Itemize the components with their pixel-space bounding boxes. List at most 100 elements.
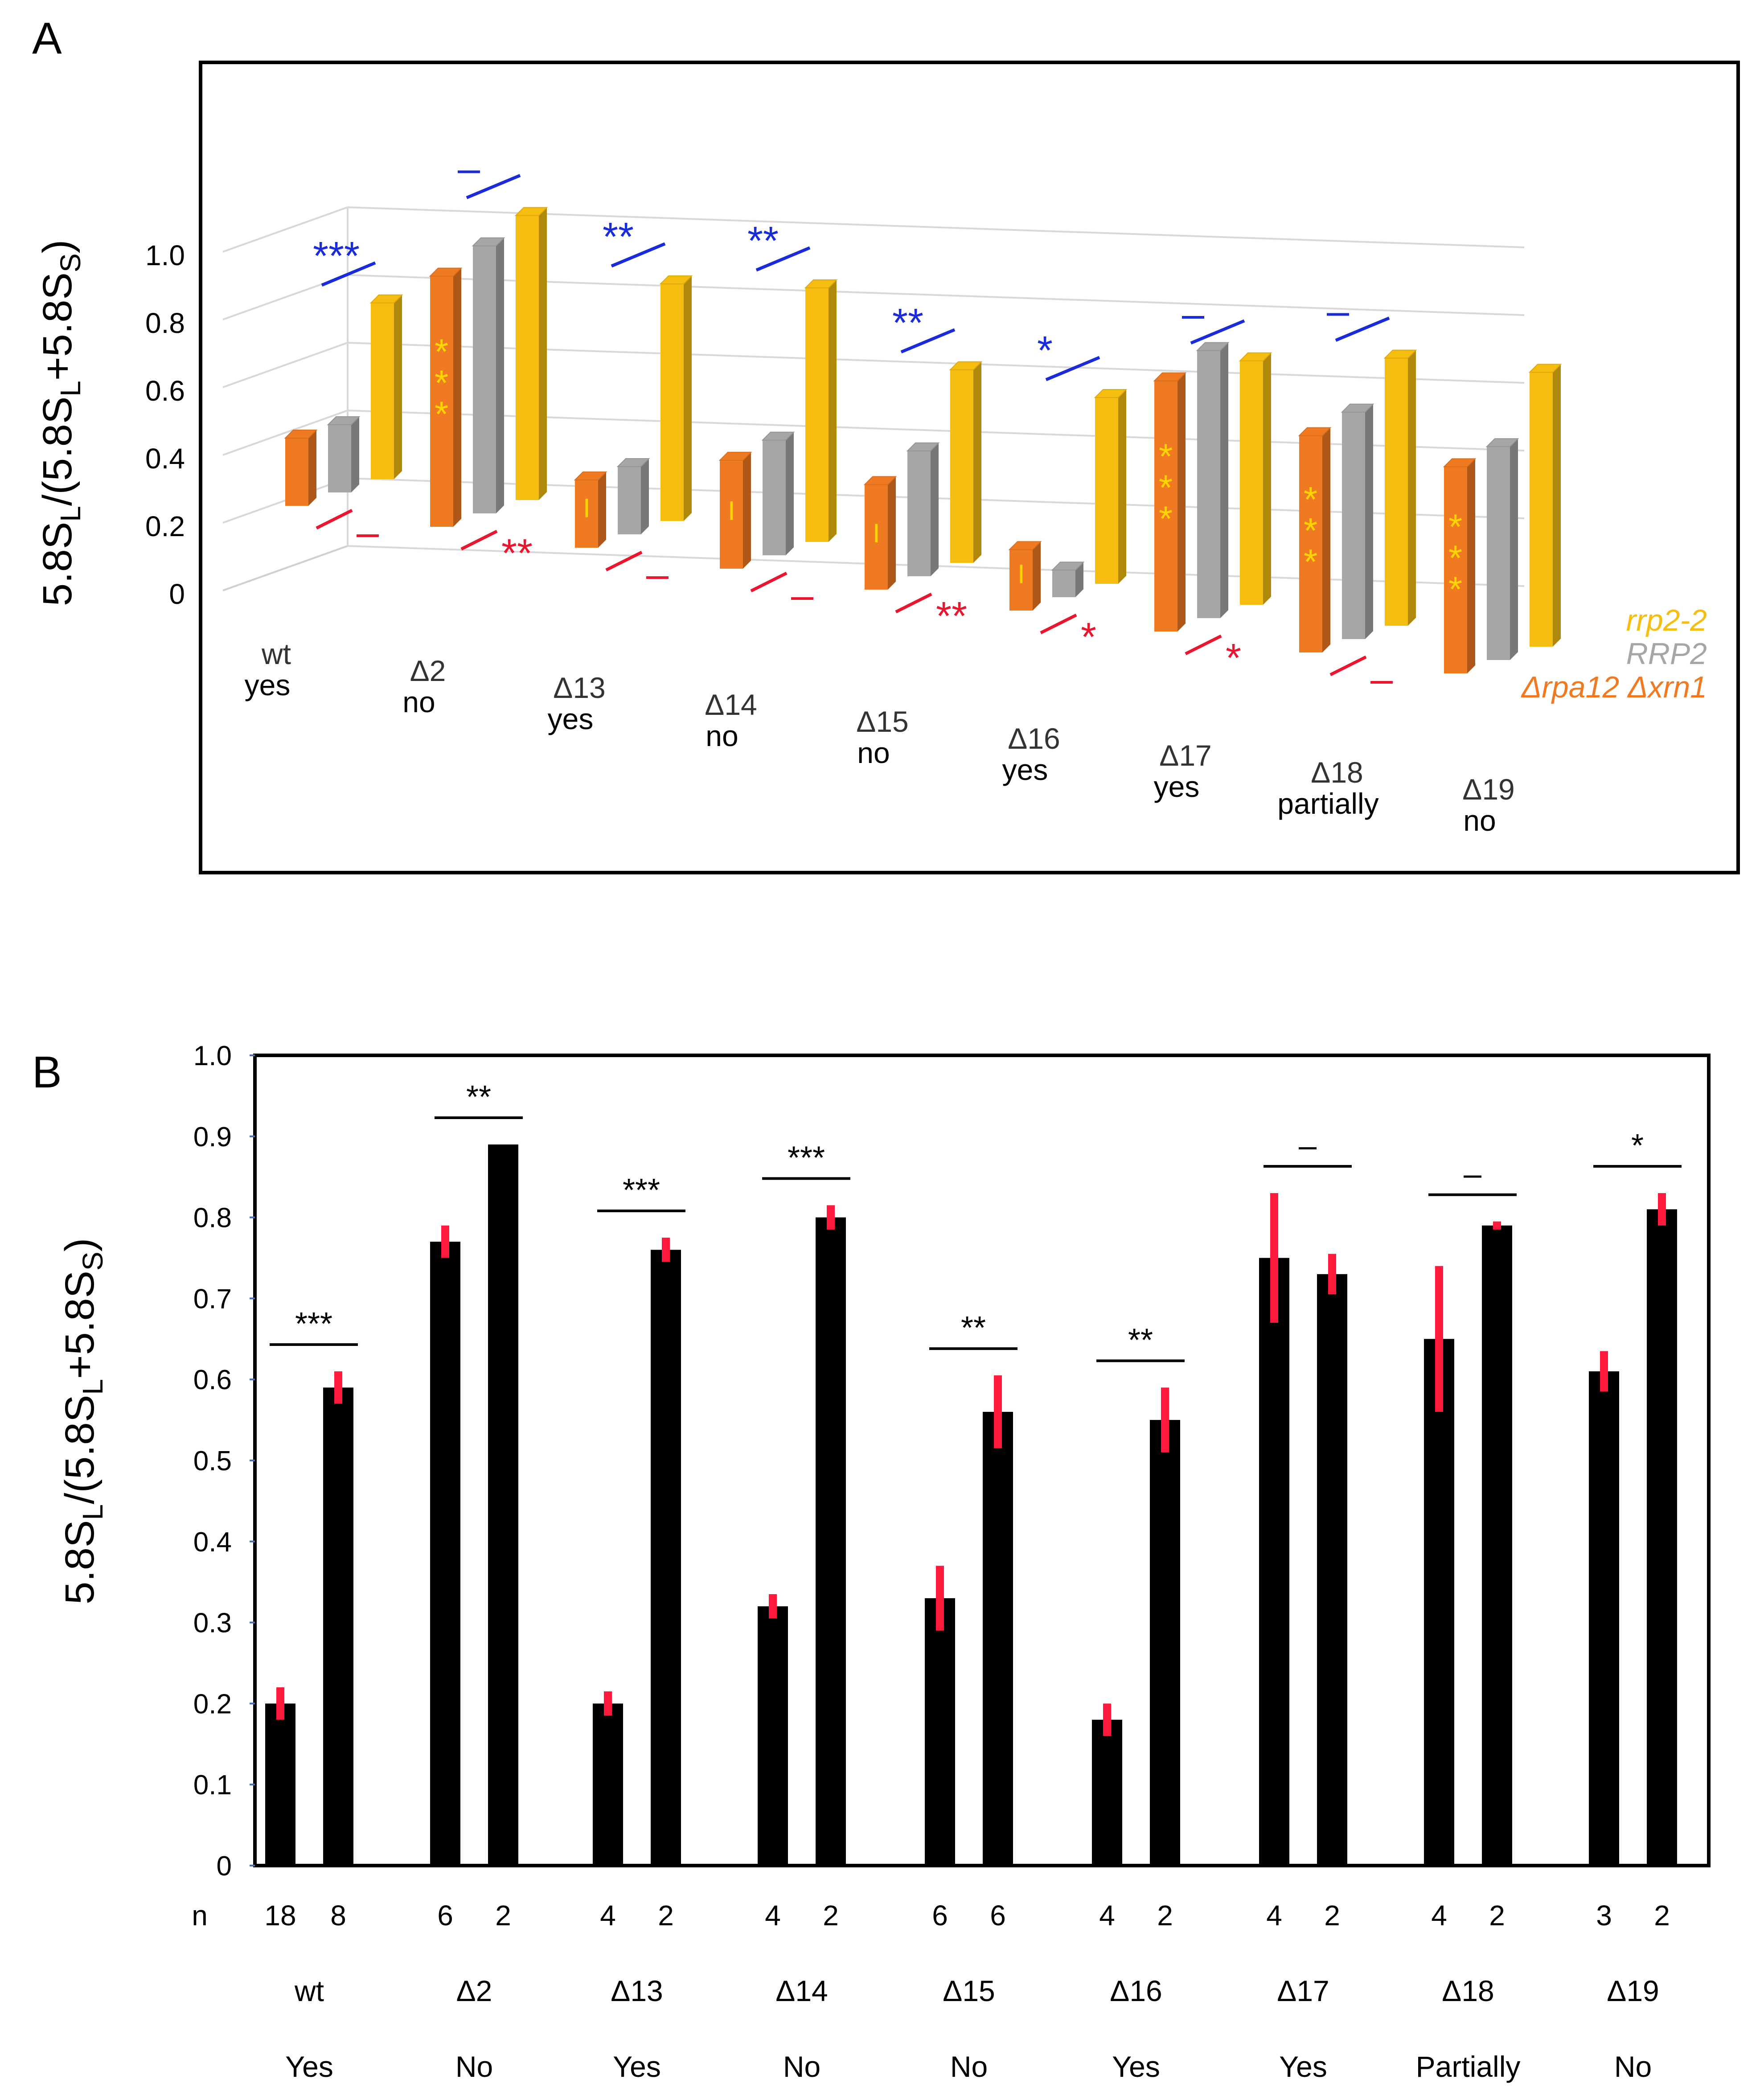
panel-a-bar-side (684, 276, 692, 521)
panel-b-sig-label: *** (295, 1306, 332, 1342)
panel-a-sig-blue: ** (892, 301, 923, 345)
panel-b-bar (925, 1598, 955, 1866)
panel-b-n-value: 2 (1654, 1899, 1670, 1932)
panel-b-error-bar (1328, 1254, 1336, 1295)
panel-a-bar-side (888, 476, 896, 590)
panel-b-error-bar (662, 1238, 670, 1262)
panel-a-sig-line-red (1040, 613, 1077, 635)
panel-a-bar-side (351, 417, 359, 492)
panel-b-sublabel: Partially (1416, 2050, 1521, 2083)
panel-a-mark-yellow: * (1448, 507, 1462, 547)
panel-a-sig-red: – (646, 552, 669, 597)
panel-a-bar-top (1008, 541, 1042, 550)
panel-a-category-label: wt (261, 637, 291, 670)
panel-a-bar-front (763, 440, 786, 555)
panel-b-n-value: 4 (1099, 1899, 1115, 1932)
panel-b-n-value: 4 (600, 1899, 616, 1932)
panel-a-bar-front (1487, 447, 1510, 660)
panel-b-n-value: 2 (495, 1899, 511, 1932)
panel-a-bar-side (1118, 390, 1126, 584)
panel-a-sig-red: ** (501, 531, 533, 576)
panel-a-sig-blue: *** (313, 234, 360, 279)
panel-b-n-value: 6 (990, 1899, 1006, 1932)
panel-b-bar (758, 1606, 788, 1866)
panel-a-bar-top (284, 430, 318, 439)
panel-a-mark-yellow: * (1304, 480, 1317, 519)
panel-a-category-label: Δ2 (410, 654, 446, 687)
panel-a-bar-front (1052, 570, 1075, 597)
panel-a-sig-line-red (1185, 634, 1222, 656)
panel-a-bar-side (829, 280, 837, 542)
panel-b-n-value: 18 (264, 1899, 296, 1932)
panel-a-mark-yellow: I (583, 493, 591, 523)
panel-a-bar-top (1239, 352, 1272, 361)
panel-b-sublabel: No (455, 2050, 493, 2083)
panel-b-error-bar (936, 1566, 944, 1631)
panel-b-n-value: 2 (1489, 1899, 1505, 1932)
panel-a-sublabel: no (857, 736, 890, 769)
panel-b-sublabel: No (950, 2050, 988, 2083)
panel-a-sig-line-blue (466, 174, 521, 199)
panel-b-sig-label: – (1299, 1128, 1317, 1164)
panel-a-bar-side (1510, 439, 1518, 660)
panel-b-error-bar (604, 1691, 612, 1716)
panel-a-gridline-side (222, 342, 348, 388)
panel-b-sublabel: Yes (1279, 2050, 1327, 2083)
panel-a-bar-top (718, 451, 752, 461)
panel-a-bar-front (1299, 435, 1322, 652)
panel-a-bar-top (574, 472, 607, 480)
panel-a-bar-front (328, 425, 351, 492)
panel-a-ytick-label: 0.8 (145, 307, 185, 339)
panel-a-mark-yellow: I (728, 496, 735, 526)
panel-b-sig-label: *** (623, 1173, 660, 1208)
panel-a-ylabel: 5.8SL/(5.8SL+5.8SS) (35, 240, 86, 606)
panel-b-n-value: 8 (330, 1899, 346, 1932)
panel-a-sig-line-red (895, 592, 932, 614)
panel-a-bar-side (496, 238, 504, 513)
panel-b-error-bar (827, 1205, 835, 1230)
panel-a-floor-edge (222, 545, 348, 591)
panel-a-bar-side (1467, 459, 1475, 673)
panel-a-bar-front (1095, 398, 1118, 584)
panel-b-category-label: Δ16 (1110, 1974, 1162, 2007)
panel-a-mark-yellow: * (1159, 499, 1173, 538)
panel-b-bar (1150, 1420, 1180, 1866)
panel-a-sig-blue: – (1327, 289, 1350, 334)
panel-a-bar-side (1033, 541, 1041, 611)
panel-a-bar-top (429, 267, 463, 277)
panel-a-bar-side (1365, 404, 1373, 639)
panel-b-n-value: 3 (1596, 1899, 1612, 1932)
panel-b-ytick-label: 0.7 (193, 1284, 232, 1314)
panel-b-category-label: Δ14 (775, 1974, 828, 2007)
panel-a-bar-side (453, 268, 461, 527)
panel-a-bar-side (1177, 373, 1186, 632)
panel-a-sig-blue: * (1037, 328, 1053, 373)
panel-a-bar-front (1444, 467, 1467, 673)
panel-b-sig-label: *** (788, 1140, 825, 1176)
panel-a-bar-top (863, 476, 897, 485)
panel-a-sublabel: yes (245, 669, 291, 701)
panel-a-bar-front (865, 484, 888, 590)
panel-b-n-value: 2 (658, 1899, 674, 1932)
panel-a-bar-front (1342, 412, 1365, 639)
panel-b-ytick-label: 0.1 (193, 1770, 232, 1801)
panel-a-sublabel: partially (1277, 787, 1378, 820)
panel-b-bar (593, 1703, 623, 1866)
panel-a-bar-top (1383, 349, 1417, 359)
panel-a-mark-yellow: I (873, 518, 880, 548)
panel-b-ylabel: 5.8SL/(5.8SL+5.8SS) (57, 1238, 109, 1604)
panel-b-category-label: Δ18 (1442, 1974, 1494, 2007)
panel-a-sublabel: no (402, 685, 435, 718)
panel-a-sig-blue: – (458, 147, 480, 191)
panel-a-sublabel: no (706, 719, 738, 752)
panel-a-bar-top (616, 458, 650, 467)
panel-a-bar-top (1196, 342, 1230, 351)
panel-a-bar-front (473, 246, 496, 513)
panel-a-category-label: Δ13 (553, 671, 606, 704)
panel-b-bar (1424, 1339, 1454, 1866)
panel-a-mark-yellow: * (1448, 570, 1462, 609)
panel-a-ytick-label: 0 (169, 578, 185, 610)
panel-a-category-label: Δ16 (1008, 722, 1060, 755)
panel-a-legend-entry: Δrpa12 Δxrn1 (1521, 670, 1707, 704)
panel-b-ytick-label: 0.4 (193, 1527, 232, 1558)
